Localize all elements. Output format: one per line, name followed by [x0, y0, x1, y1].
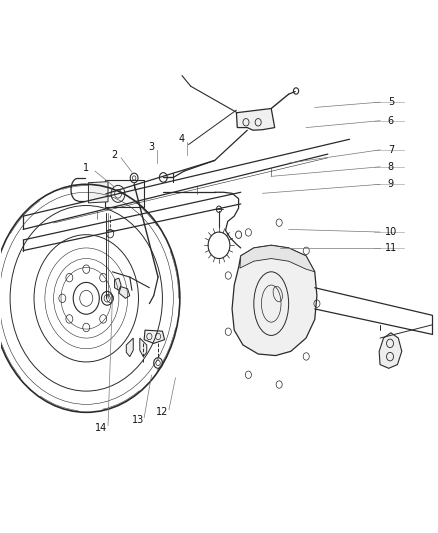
Polygon shape [240, 245, 315, 272]
Text: 7: 7 [388, 145, 394, 155]
Polygon shape [140, 338, 147, 357]
Text: 6: 6 [388, 116, 394, 126]
Text: 1: 1 [83, 164, 89, 173]
FancyBboxPatch shape [105, 180, 144, 207]
Text: 14: 14 [95, 423, 108, 433]
Polygon shape [126, 338, 133, 357]
Text: 8: 8 [388, 162, 394, 172]
Text: 13: 13 [132, 415, 145, 425]
Polygon shape [379, 333, 402, 368]
Polygon shape [115, 278, 121, 290]
Polygon shape [237, 109, 275, 130]
Text: 4: 4 [179, 134, 185, 144]
Polygon shape [232, 245, 317, 356]
Polygon shape [144, 330, 165, 343]
Polygon shape [119, 287, 130, 298]
Text: 10: 10 [385, 227, 397, 237]
Text: 5: 5 [388, 97, 394, 107]
Polygon shape [88, 182, 108, 203]
Text: 9: 9 [388, 179, 394, 189]
Text: 2: 2 [111, 150, 118, 160]
Text: 12: 12 [156, 407, 169, 417]
Text: 11: 11 [385, 243, 397, 253]
Text: 3: 3 [148, 142, 155, 152]
